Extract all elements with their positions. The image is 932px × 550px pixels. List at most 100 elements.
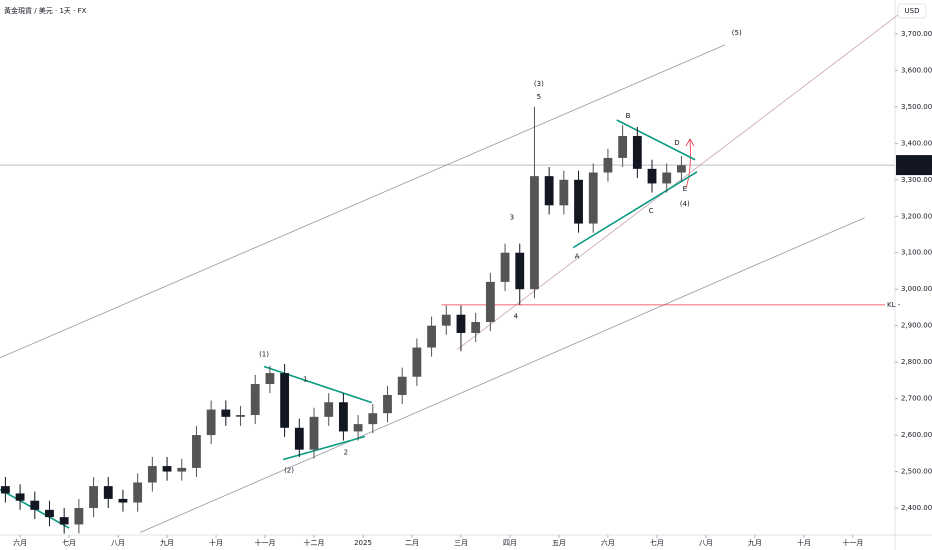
candle-body [618, 136, 628, 158]
trend-line [616, 119, 696, 161]
candle-body [368, 413, 378, 425]
candle-body [647, 168, 657, 184]
candle-body [485, 281, 495, 323]
y-tick-label: 3,400.00 [901, 139, 932, 147]
candle-body [309, 416, 319, 450]
wave-label: (4) [680, 200, 690, 208]
x-tick-label: 三月 [454, 539, 468, 547]
candle-body [456, 314, 466, 333]
forecast-arrow [685, 138, 695, 189]
y-tick-label: 2,900.00 [901, 322, 932, 330]
y-tick-label: 3,100.00 [901, 249, 932, 257]
candle-body [294, 427, 304, 450]
y-tick-label: 3,300.00 [901, 176, 932, 184]
x-tick-label: 九月 [160, 538, 174, 547]
candle-body [427, 325, 436, 348]
trend-line [139, 217, 865, 533]
wave-label: 2 [344, 449, 348, 457]
candle-body [338, 402, 348, 432]
candle-body [280, 373, 290, 428]
x-tick-label: 八月 [699, 539, 713, 547]
candle-body [632, 136, 642, 169]
candle-body [177, 467, 187, 472]
wave-label: (1) [259, 350, 269, 358]
candle-body [192, 435, 201, 468]
wave-label: (3) [534, 80, 544, 88]
candle-body [603, 157, 613, 173]
wave-label: 1 [303, 376, 307, 384]
trend-line [263, 365, 373, 404]
candle-body [544, 176, 554, 206]
countdown-label: 18:02:03 [900, 166, 931, 174]
candle-body [147, 466, 157, 483]
y-tick-label: 3,700.00 [901, 30, 932, 38]
candle-body [677, 165, 686, 173]
candle-body [45, 509, 54, 518]
x-tick-label: 十月 [797, 538, 811, 547]
candle-body [103, 486, 113, 499]
trend-line [456, 14, 899, 351]
wave-label: A [575, 253, 580, 261]
candle-body [559, 179, 569, 206]
y-tick-label: 3,000.00 [901, 285, 932, 293]
candle-body [471, 322, 481, 333]
y-tick-label: 3,600.00 [901, 66, 932, 74]
y-tick-label: 2,700.00 [901, 395, 932, 403]
wave-label: D [674, 139, 679, 147]
candle-body [118, 498, 128, 503]
last-price-box [896, 155, 932, 176]
candle-body [662, 172, 672, 184]
candle-body [236, 415, 245, 417]
y-tick-label: 2,500.00 [901, 468, 932, 476]
x-tick-label: 十一月 [842, 538, 863, 547]
kl-label: KL - [887, 301, 901, 309]
x-tick-label: 十一月 [255, 538, 276, 547]
x-tick-label: 二月 [405, 539, 419, 547]
candle-body [30, 500, 40, 510]
y-tick-label: 2,400.00 [901, 504, 932, 512]
last-price-label: 3,340.30 [900, 157, 931, 165]
candle-body [353, 424, 363, 432]
candle-body [133, 482, 143, 503]
candle-body [574, 179, 583, 224]
candle-body [530, 176, 539, 290]
candle-body [412, 347, 422, 377]
wave-label: 3 [510, 214, 514, 222]
wave-label: 5 [537, 93, 541, 101]
candle-body [0, 486, 10, 494]
candle-body [15, 493, 25, 501]
currency-button[interactable] [897, 3, 927, 19]
x-tick-label: 七月 [650, 538, 664, 547]
x-tick-label: 十月 [209, 538, 223, 547]
x-tick-label: 八月 [111, 539, 125, 547]
x-tick-label: 六月 [13, 538, 27, 547]
candle-body [221, 409, 231, 417]
x-tick-label: 十二月 [304, 538, 325, 547]
wave-label: 4 [514, 313, 519, 321]
candle-body [324, 402, 334, 417]
candle-body [500, 252, 510, 282]
candle-body [588, 172, 598, 224]
candle-body [74, 508, 84, 525]
candle-body [206, 409, 216, 436]
candle-body [515, 252, 525, 290]
wave-label: (2) [284, 466, 294, 474]
y-tick-label: 2,600.00 [901, 431, 932, 439]
trend-line [572, 171, 698, 249]
x-tick-label: 六月 [601, 538, 615, 547]
candle-body [59, 517, 69, 525]
candle-body [250, 384, 260, 416]
candle-body [397, 376, 407, 395]
trend-line [0, 44, 726, 359]
wave-label: C [649, 207, 654, 215]
candle-body [441, 314, 451, 326]
chart-title: 黃金現貨 / 美元 · 1天 · FX [4, 6, 87, 15]
x-tick-label: 九月 [748, 538, 762, 547]
x-tick-label: 五月 [552, 539, 566, 547]
wave-label: (5) [732, 29, 742, 37]
y-tick-label: 2,800.00 [901, 358, 932, 366]
candle-body [89, 486, 98, 509]
candle-body [383, 394, 392, 414]
trend-line [282, 435, 366, 461]
